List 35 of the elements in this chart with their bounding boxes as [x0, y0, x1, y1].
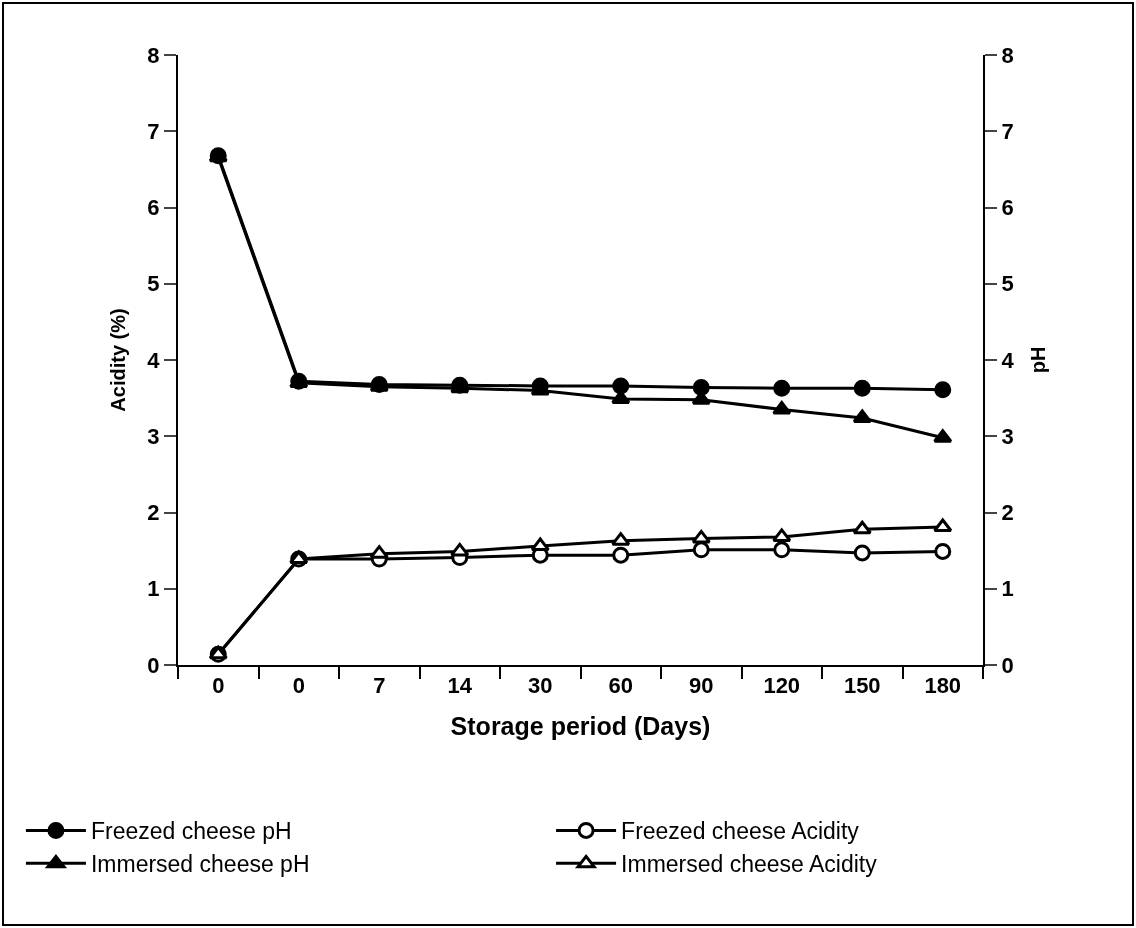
y2-tick-label: 2	[1001, 500, 1014, 526]
legend-label: Freezed cheese Acidity	[621, 818, 860, 845]
y-tick-label: 8	[147, 42, 160, 68]
y2-tick-label: 8	[1001, 42, 1014, 68]
y2-tick-label: 4	[1001, 347, 1015, 373]
x-tick-label: 7	[373, 673, 386, 699]
x-tick-label: 90	[689, 673, 714, 699]
y2-axis-title: pH	[1027, 346, 1050, 374]
y-tick-label: 7	[147, 118, 160, 144]
y2-tick-label: 1	[1001, 576, 1014, 602]
y-tick-label: 4	[147, 347, 161, 373]
y-axis-title: Acidity (%)	[106, 308, 129, 412]
y2-tick-label: 7	[1001, 118, 1014, 144]
y2-tick-label: 5	[1001, 271, 1014, 297]
x-tick-label: 120	[763, 673, 801, 699]
legend-label: Immersed cheese Acidity	[621, 851, 878, 878]
y2-tick-label: 0	[1001, 652, 1014, 678]
legend-label: Freezed cheese pH	[90, 818, 292, 845]
y-tick-label: 0	[147, 652, 160, 678]
x-tick-label: 180	[924, 673, 962, 699]
y-tick-label: 5	[147, 271, 160, 297]
y2-tick-label: 3	[1001, 423, 1014, 449]
x-tick-label: 0	[292, 673, 305, 699]
y-tick-label: 6	[147, 195, 160, 221]
x-tick-label: 150	[843, 673, 881, 699]
x-axis-title: Storage period (Days)	[450, 711, 711, 740]
y-tick-label: 3	[147, 423, 160, 449]
x-tick-label: 60	[608, 673, 633, 699]
y2-tick-label: 6	[1001, 195, 1014, 221]
y-tick-label: 1	[147, 576, 160, 602]
x-tick-label: 14	[447, 673, 473, 699]
x-tick-label: 0	[212, 673, 225, 699]
y-tick-label: 2	[147, 500, 160, 526]
x-tick-label: 30	[528, 673, 553, 699]
legend-label: Immersed cheese pH	[90, 851, 310, 878]
